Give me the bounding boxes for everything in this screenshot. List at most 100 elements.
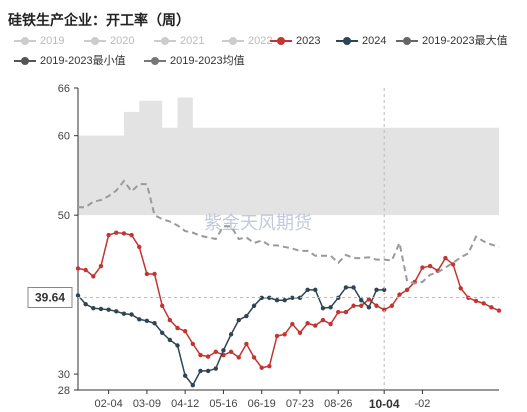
series-2023-point [282, 332, 287, 337]
series-2024-point [297, 295, 303, 301]
legend-marker-icon [154, 37, 176, 45]
series-2023-point [121, 231, 127, 236]
series-2024-point [366, 305, 372, 310]
series-2023-point [83, 267, 88, 273]
legend-label: 2024 [362, 35, 387, 47]
series-2023-point [351, 303, 356, 308]
series-2024-point [83, 301, 88, 307]
series-2024-point [160, 330, 165, 335]
x-tick-label: 03-09 [133, 398, 161, 410]
series-2024-point [221, 348, 226, 353]
series-2023-point [305, 321, 310, 326]
series-2024-point [343, 285, 349, 290]
legend-marker-icon [396, 37, 418, 45]
series-2023-point [198, 352, 203, 358]
series-2023-point [374, 303, 379, 308]
legend-label: 2023 [296, 35, 321, 47]
series-2024-point [137, 317, 142, 322]
x-tick-label: 08-26 [324, 398, 352, 410]
series-2023-point [106, 232, 111, 238]
series-2023-point [481, 301, 486, 306]
x-tick-label: 07-23 [286, 398, 314, 410]
legend-item-2023[interactable]: 2023 [270, 34, 320, 48]
series-2023-point [236, 355, 241, 360]
series-2024-point [236, 317, 241, 323]
legend-item-2019-2023均值[interactable]: 2019-2023均值 [144, 54, 245, 68]
legend-label: 2020 [110, 35, 135, 47]
y-tick-label: 30 [58, 369, 70, 381]
series-2023-point [420, 265, 425, 270]
axes [74, 87, 499, 394]
legend-item-2019[interactable]: 2019 [14, 34, 64, 48]
series-2023-point [343, 309, 349, 315]
series-2023-point [137, 244, 142, 250]
series-2024-point [106, 307, 111, 312]
legend-marker-icon [270, 37, 292, 45]
range-band [78, 97, 499, 216]
series-2023-point [205, 354, 211, 359]
series-2024-point [282, 297, 287, 303]
series-2023-point [160, 303, 165, 308]
series-2024-point [259, 295, 264, 301]
legend-label: 2019-2023最大值 [422, 35, 508, 47]
series-2024-point [213, 366, 218, 371]
page-title: 硅铁生产企业：开工率（周） [8, 13, 190, 29]
series-2023-point [458, 286, 463, 291]
series-2023-point [366, 297, 372, 302]
series-2023-point [129, 232, 134, 238]
series-lines [75, 179, 502, 388]
series-2023-point [381, 307, 387, 312]
tick-labels: 28 30 50 60 66 02-04 03-09 04-12 05-16 06-19 07-23… [58, 83, 431, 410]
series-2024-point [381, 287, 387, 293]
series-2023-point [114, 230, 119, 235]
series-2024-point [351, 285, 356, 290]
watermark-text: 紫金天风期货 [204, 213, 312, 234]
series-2023-point [336, 309, 341, 315]
series-2023-point [450, 262, 456, 267]
series-2023-point [144, 271, 150, 277]
series-2024-point [182, 373, 188, 378]
series-2024-point [190, 383, 196, 388]
legend-marker-icon [144, 57, 166, 65]
legend-marker-icon [84, 37, 106, 45]
series-2023-point [152, 271, 157, 277]
series-2023-point [427, 263, 433, 269]
series-2023-point [251, 355, 257, 360]
series-2023-point [496, 308, 502, 313]
legend-item-2020[interactable]: 2020 [84, 34, 134, 48]
series-2023-point [320, 317, 326, 323]
series-2023-point [274, 333, 280, 339]
series-2023-point [443, 255, 448, 261]
series-2024-point [91, 305, 96, 311]
legend-item-2021[interactable]: 2021 [154, 34, 204, 48]
legend-marker-icon [336, 37, 358, 45]
legend-item-2024[interactable]: 2024 [336, 34, 386, 48]
y-pointer-box [27, 286, 73, 308]
x-tick-label: 05-16 [209, 398, 237, 410]
series-2024-point [244, 313, 249, 319]
series-2023-point [244, 341, 249, 347]
y-tick-label: 60 [58, 131, 70, 143]
x-tick-label: 06-19 [248, 398, 276, 410]
series-2024-point [313, 287, 318, 293]
series-2024-point [374, 287, 379, 293]
legend-label: 2022 [248, 35, 273, 47]
legend-marker-icon [14, 37, 36, 45]
series-2023-point [182, 328, 188, 334]
series-2024-point [305, 287, 310, 293]
legend-item-2019-2023最小值[interactable]: 2019-2023最小值 [14, 54, 126, 68]
y-pointer-label: 39.64 [35, 290, 65, 304]
series-2024-point [167, 337, 173, 343]
series-2023-line [77, 231, 500, 369]
series-2023-point [297, 330, 303, 335]
legend-item-2019-2023最大值[interactable]: 2019-2023最大值 [396, 34, 508, 48]
series-2023-point [489, 305, 494, 310]
legend-label: 2021 [180, 35, 205, 47]
series-2023-point [190, 341, 196, 347]
series-2024-point [328, 305, 333, 310]
series-2024-point [129, 312, 134, 317]
series-average-line [78, 179, 500, 285]
series-2024-point [320, 305, 326, 311]
legend-item-2022[interactable]: 2022 [222, 34, 272, 48]
legend-label: 2019-2023均值 [170, 55, 245, 67]
